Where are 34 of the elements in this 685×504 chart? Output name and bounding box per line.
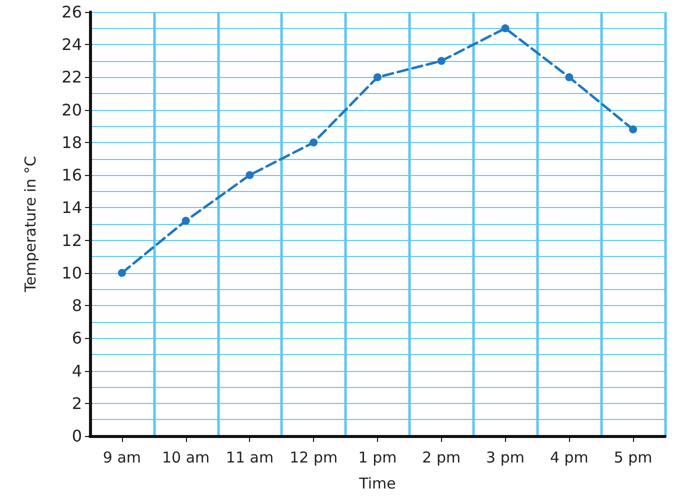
y-tick-label: 6 xyxy=(72,328,82,348)
y-axis-title: Temperature in °C xyxy=(22,156,40,294)
x-tick-label: 10 am xyxy=(162,448,210,466)
point xyxy=(374,73,382,82)
y-tick-label: 10 xyxy=(62,263,82,282)
point xyxy=(437,56,446,65)
y-tick-label: 16 xyxy=(62,166,82,185)
point xyxy=(501,24,510,32)
x-tick-label: 3 pm xyxy=(486,448,525,466)
point xyxy=(629,125,638,134)
point xyxy=(310,138,318,146)
x-tick-label: 4 pm xyxy=(550,448,588,466)
point xyxy=(118,268,126,277)
y-tick-label: 22 xyxy=(62,68,82,87)
y-tick-label: 4 xyxy=(72,361,82,380)
x-tick-label: 2 pm xyxy=(422,448,461,466)
x-axis-title: Time xyxy=(358,474,396,492)
x-tick-label: 11 am xyxy=(226,448,274,466)
y-tick-label: 12 xyxy=(62,230,82,250)
y-tick-label: 20 xyxy=(62,100,82,120)
y-tick-label: 0 xyxy=(72,426,82,446)
y-tick-label: 18 xyxy=(62,132,82,152)
y-tick-label: 24 xyxy=(62,35,82,54)
y-tick-label: 14 xyxy=(62,198,82,218)
y-tick-label: 2 xyxy=(72,394,82,413)
point xyxy=(182,216,190,225)
x-tick-label: 1 pm xyxy=(358,448,397,466)
y-tick-label: 26 xyxy=(62,2,82,22)
point xyxy=(565,73,574,82)
point xyxy=(246,171,254,180)
x-tick-label: 5 pm xyxy=(614,448,652,466)
x-tick-label: 9 am xyxy=(102,448,142,466)
y-tick-label: 8 xyxy=(72,296,82,316)
x-tick-label: 12 pm xyxy=(290,448,338,466)
